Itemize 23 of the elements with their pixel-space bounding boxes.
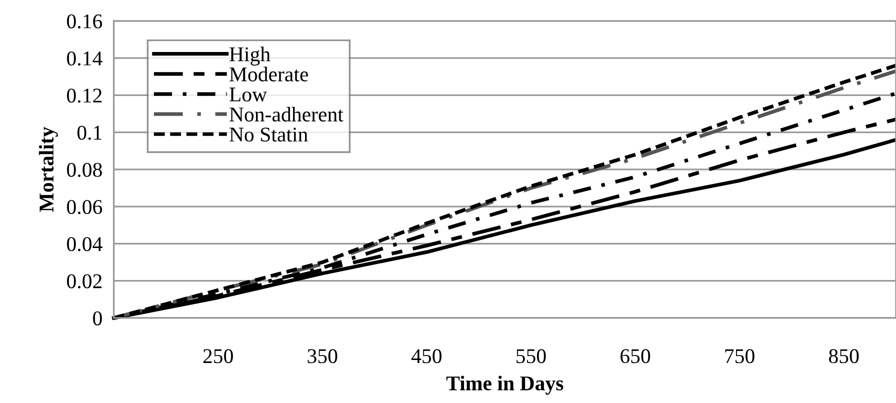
y-tick-label: 0.08 xyxy=(67,162,102,177)
y-tick-label: 0.1 xyxy=(77,126,102,140)
x-tick-label: 650 xyxy=(620,349,650,364)
legend-label: Non-adherent xyxy=(230,106,344,122)
y-tick-label: 0 xyxy=(93,311,102,326)
legend-label: No Statin xyxy=(230,128,308,142)
x-tick-label: 450 xyxy=(411,349,442,364)
y-axis-title: Mortality xyxy=(38,126,58,212)
y-tick-label: 0.06 xyxy=(67,200,102,214)
legend-label: High xyxy=(230,46,270,66)
x-tick-label: 750 xyxy=(725,349,754,364)
y-tick-label: 0.14 xyxy=(67,51,102,66)
x-tick-label: 550 xyxy=(516,349,546,364)
x-tick-label: 850 xyxy=(829,349,859,364)
x-tick-label: 250 xyxy=(203,349,233,364)
y-tick-label: 0.12 xyxy=(67,88,102,103)
legend-label: Low xyxy=(230,88,268,102)
x-tick-label: 350 xyxy=(308,349,338,364)
y-tick-label: 0.16 xyxy=(67,14,102,28)
y-tick-label: 0.04 xyxy=(67,237,102,252)
x-axis-title: Time in Days xyxy=(446,376,564,395)
legend-label: Moderate xyxy=(230,66,308,82)
y-tick-label: 0.02 xyxy=(67,274,102,288)
